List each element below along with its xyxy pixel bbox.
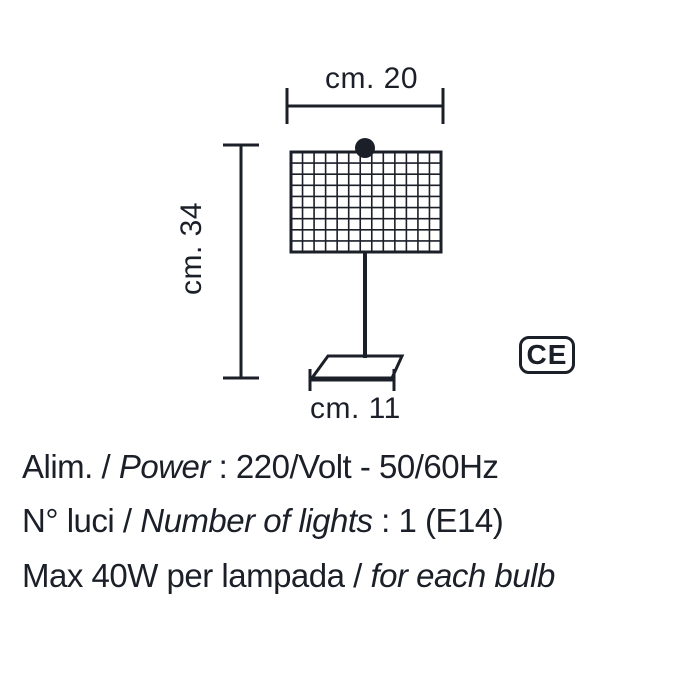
spec-lights-it: N° luci bbox=[22, 502, 114, 539]
spec-lights: N° luci / Number of lights : 1 (E14) bbox=[22, 494, 678, 548]
dimension-width-label: cm. 20 bbox=[325, 62, 418, 96]
spec-sheet: cm. 20 cm. 34 cm. 11 CE Alim. / Power : … bbox=[0, 0, 700, 700]
spec-power-en: Power bbox=[119, 448, 210, 485]
diagram-area: cm. 20 cm. 34 cm. 11 CE bbox=[0, 0, 700, 430]
spec-max: Max 40W per lampada / for each bulb bbox=[22, 549, 678, 603]
spec-colon: : bbox=[219, 448, 236, 485]
spec-sep: / bbox=[102, 448, 119, 485]
specifications: Alim. / Power : 220/Volt - 50/60Hz N° lu… bbox=[0, 430, 700, 603]
spec-lights-value: 1 (E14) bbox=[399, 502, 504, 539]
spec-sep: / bbox=[353, 557, 370, 594]
spec-power: Alim. / Power : 220/Volt - 50/60Hz bbox=[22, 440, 678, 494]
spec-max-en: for each bulb bbox=[371, 557, 555, 594]
dimension-base-label: cm. 11 bbox=[310, 392, 401, 426]
spec-power-value: 220/Volt - 50/60Hz bbox=[236, 448, 499, 485]
ce-mark: CE bbox=[519, 336, 575, 374]
spec-power-it: Alim. bbox=[22, 448, 93, 485]
dimension-height-label: cm. 34 bbox=[175, 202, 209, 295]
spec-lights-en: Number of lights bbox=[140, 502, 372, 539]
ce-mark-text: CE bbox=[527, 339, 568, 371]
spec-sep: / bbox=[123, 502, 140, 539]
spec-colon: : bbox=[381, 502, 398, 539]
spec-max-it: Max 40W per lampada bbox=[22, 557, 344, 594]
